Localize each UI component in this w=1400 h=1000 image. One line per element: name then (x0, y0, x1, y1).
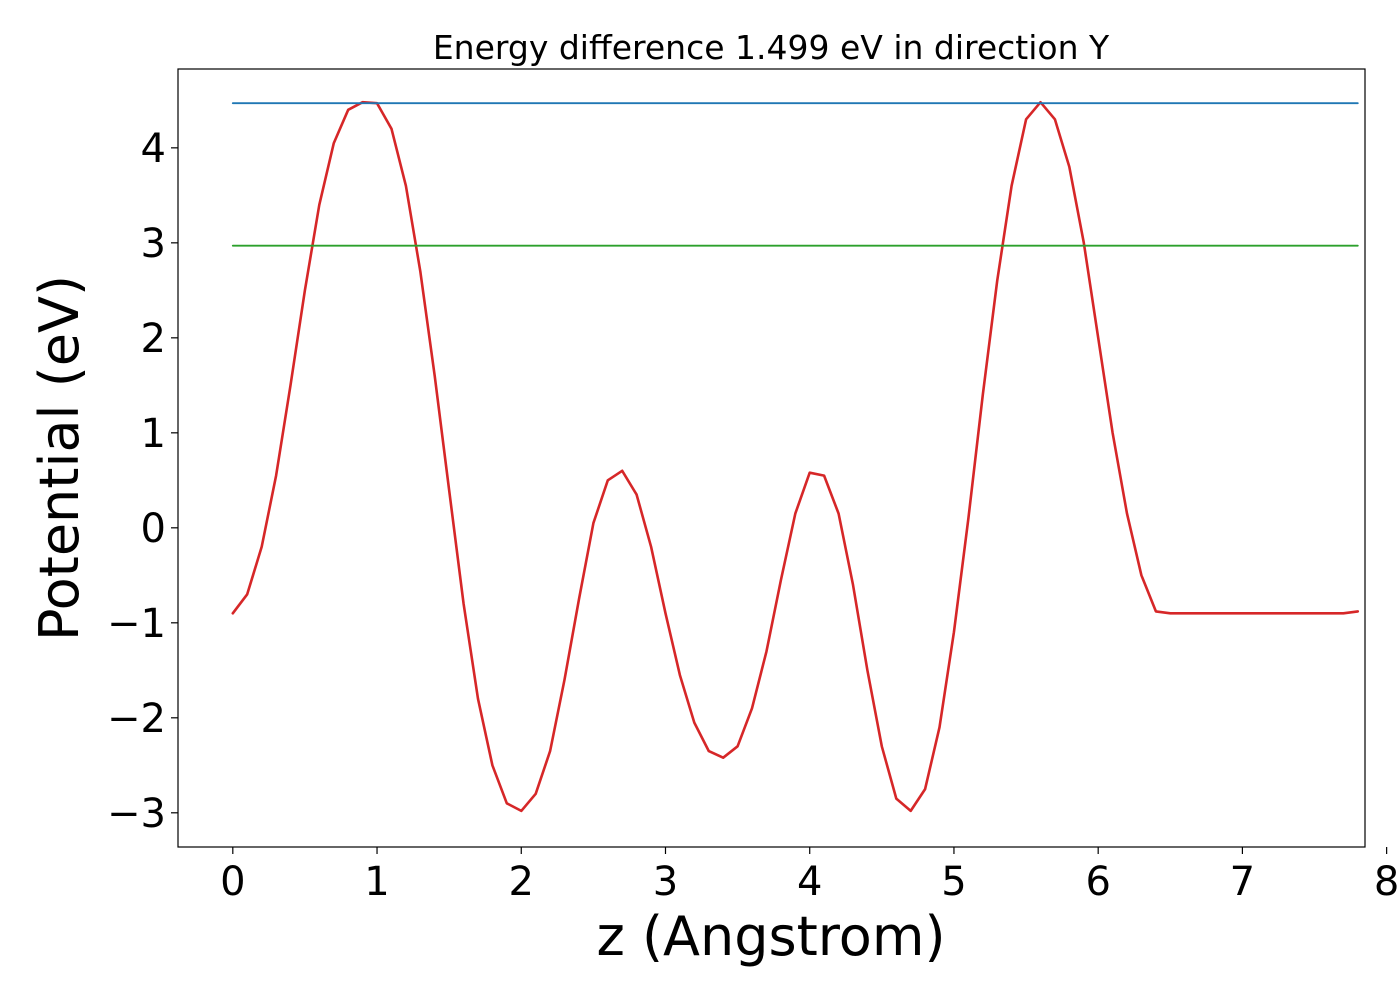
y-tick-label: 0 (141, 506, 166, 552)
x-axis: 0 1 2 3 4 5 6 7 8 (220, 847, 1399, 905)
x-tick-label: 2 (509, 859, 534, 905)
x-tick-label: 4 (797, 859, 822, 905)
chart-title: Energy difference 1.499 eV in direction … (433, 28, 1110, 67)
y-axis: −3 −2 −1 0 1 2 3 4 (107, 126, 178, 837)
y-tick-label: 1 (141, 411, 166, 457)
x-tick-label: 6 (1085, 859, 1110, 905)
series-layer (231, 100, 1360, 813)
x-tick-label: 1 (364, 859, 389, 905)
x-tick-label: 3 (653, 859, 678, 905)
y-tick-label: 2 (141, 316, 166, 362)
x-axis-label: z (Angstrom) (596, 905, 945, 968)
y-tick-label: −3 (107, 791, 166, 837)
y-tick-label: 4 (141, 126, 166, 172)
plot-frame (177, 68, 1366, 848)
x-tick-label: 7 (1230, 859, 1255, 905)
y-tick-label: −1 (107, 601, 166, 647)
y-tick-label: −2 (107, 696, 166, 742)
x-tick-label: 0 (220, 859, 245, 905)
x-tick-label: 8 (1374, 859, 1399, 905)
x-tick-label: 5 (941, 859, 966, 905)
y-axis-label: Potential (eV) (28, 275, 91, 641)
y-tick-label: 3 (141, 221, 166, 267)
series-line-potential (231, 100, 1360, 813)
